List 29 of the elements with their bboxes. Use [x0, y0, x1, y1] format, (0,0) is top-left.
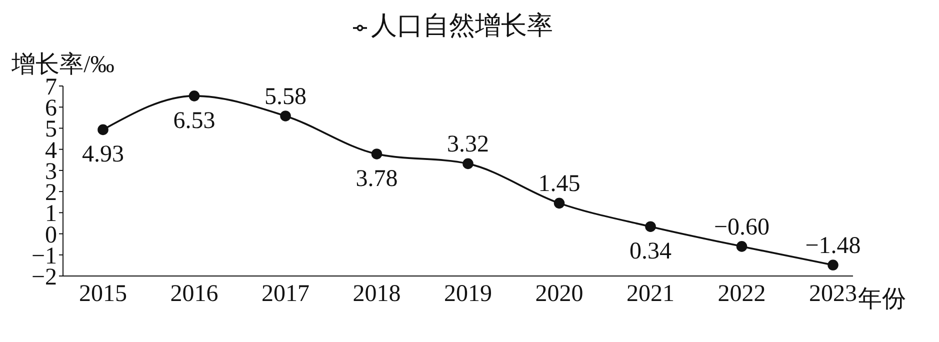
data-label: 3.78: [356, 166, 398, 192]
x-tick-label: 2015: [79, 281, 127, 308]
point: [98, 124, 108, 136]
point: [280, 110, 291, 122]
point: [554, 198, 565, 209]
point: [828, 260, 838, 270]
data-label: 4.93: [82, 142, 124, 168]
x-tick-label: 2016: [170, 281, 218, 308]
data-label: 0.34: [630, 238, 672, 265]
x-axis-title: 年份: [858, 286, 906, 313]
point: [371, 148, 382, 160]
data-label: 5.58: [264, 84, 306, 110]
x-tick-label: 2019: [444, 281, 492, 308]
data-label: 6.53: [173, 108, 216, 134]
x-tick-label: 2018: [352, 281, 401, 308]
data-label: −0.60: [714, 214, 770, 240]
point: [736, 241, 748, 252]
x-tick-label: 2020: [535, 281, 584, 308]
x-tick-label: 2022: [718, 281, 766, 308]
data-label: 1.45: [538, 171, 580, 198]
x-tick-label: 2017: [262, 281, 310, 308]
legend-label: 人口自然增长率: [371, 11, 553, 40]
x-tick-label: 2023: [809, 281, 857, 308]
data-label: −1.48: [805, 233, 861, 260]
point: [188, 90, 200, 102]
x-tick-label: 2021: [626, 281, 674, 308]
point: [462, 158, 474, 170]
point: [645, 221, 656, 232]
data-label: 3.32: [447, 132, 489, 158]
